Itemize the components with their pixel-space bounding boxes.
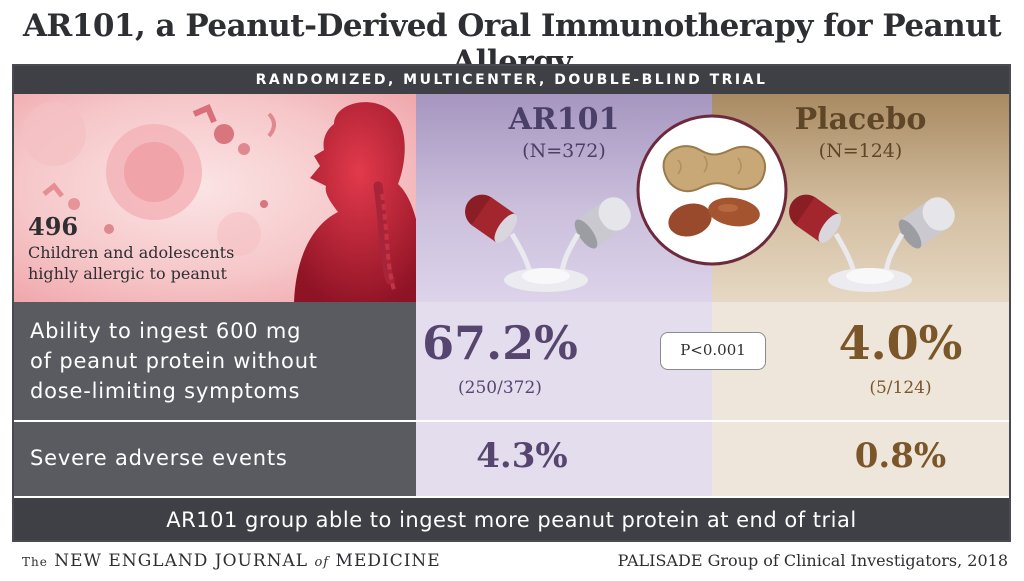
journal-logo-the: The: [22, 555, 48, 569]
ar101-ingest-cell: 67.2% (250/372): [416, 302, 712, 420]
child-silhouette-icon: [294, 102, 416, 302]
allergy-cells-icon: [22, 102, 276, 256]
placebo-group-size: (N=124): [818, 140, 903, 162]
outcome-ingest-label: Ability to ingest 600 mg of peanut prote…: [14, 302, 416, 420]
journal-logo-end: MEDICINE: [335, 551, 441, 571]
placebo-group-name: Placebo: [794, 102, 927, 137]
ar101-group-size: (N=372): [522, 140, 606, 162]
ar101-ingest-fraction: (250/372): [458, 378, 542, 398]
placebo-ingest-fraction: (5/124): [869, 378, 932, 398]
placebo-ingest-value: 4.0%: [838, 316, 963, 370]
outcome-ingest-label-line: of peanut protein without: [30, 349, 318, 373]
study-credit: PALISADE Group of Clinical Investigators…: [617, 551, 1008, 570]
infographic-frame: RANDOMIZED, MULTICENTER, DOUBLE-BLIND TR…: [12, 64, 1011, 542]
conclusion-banner: AR101 group able to ingest more peanut p…: [14, 498, 1009, 540]
journal-logo: The NEW ENGLAND JOURNAL of MEDICINE: [22, 551, 441, 571]
capsule-icon: [789, 194, 955, 292]
participant-count: 496: [28, 212, 79, 241]
ar101-ingest-value: 67.2%: [422, 316, 578, 370]
placebo-adverse-cell: 0.8%: [712, 422, 1009, 496]
ar101-group-name: AR101: [508, 102, 620, 137]
peanut-icon: [636, 114, 788, 266]
p-value-badge: P<0.001: [660, 332, 766, 370]
journal-logo-main: NEW ENGLAND JOURNAL: [54, 551, 309, 571]
ar101-adverse-value: 4.3%: [476, 436, 568, 476]
population-description: Children and adolescents highly allergic…: [28, 243, 235, 283]
outcome-ingest-label-line: Ability to ingest 600 mg: [30, 319, 302, 343]
journal-logo-of: of: [314, 555, 330, 570]
capsule-icon: [465, 194, 631, 292]
population-panel: 496 Children and adolescents highly alle…: [14, 94, 416, 302]
outcome-ingest-label-line: dose-limiting symptoms: [30, 379, 301, 403]
ar101-adverse-cell: 4.3%: [416, 422, 712, 496]
outcome-adverse-label: Severe adverse events: [14, 422, 416, 496]
placebo-adverse-value: 0.8%: [854, 436, 947, 476]
trial-design-banner: RANDOMIZED, MULTICENTER, DOUBLE-BLIND TR…: [14, 66, 1009, 94]
page-title: AR101, a Peanut-Derived Oral Immunothera…: [22, 8, 1002, 80]
